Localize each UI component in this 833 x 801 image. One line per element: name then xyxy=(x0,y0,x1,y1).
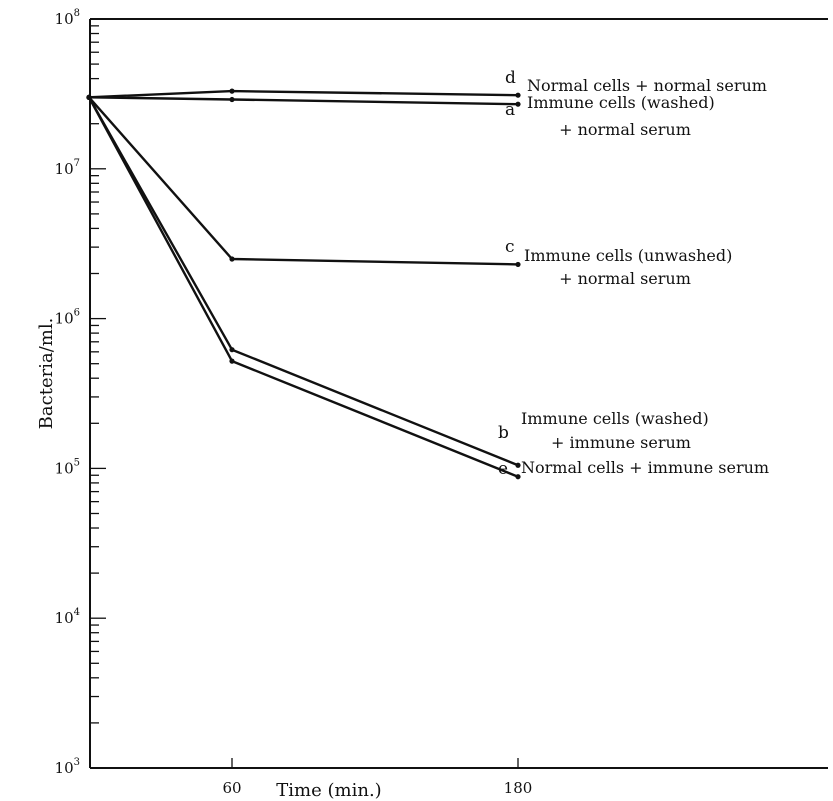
data-point-a xyxy=(229,96,235,103)
series-label-a: + normal serum xyxy=(559,120,691,139)
series-line-c xyxy=(88,96,519,266)
series-letter-d: d xyxy=(505,68,516,88)
series-label-a: Immune cells (washed) xyxy=(527,93,715,112)
y-tick-label: 108 xyxy=(55,8,80,28)
series-letter-a: a xyxy=(505,100,515,120)
y-tick-label: 105 xyxy=(55,457,80,477)
series-label-e: Normal cells + immune serum xyxy=(521,458,769,477)
series-letter-e: e xyxy=(498,459,508,479)
data-point-b xyxy=(515,462,521,468)
series-letter-b: b xyxy=(498,423,509,443)
data-point-e xyxy=(86,94,92,100)
series-group xyxy=(86,88,521,480)
y-axis-title: Bacteria/ml. xyxy=(36,318,57,430)
data-point-c xyxy=(229,256,235,262)
x-axis-title: Time (min.) xyxy=(276,780,381,801)
series-line-a xyxy=(88,96,519,106)
x-tick-label: 60 xyxy=(222,779,241,797)
series-label-c: + normal serum xyxy=(559,269,691,288)
series-label-b: + immune serum xyxy=(551,433,691,452)
series-line-e xyxy=(87,96,519,478)
data-point-c xyxy=(515,261,521,268)
series-label-c: Immune cells (unwashed) xyxy=(524,246,732,265)
data-point-d xyxy=(229,88,235,94)
y-tick-label: 106 xyxy=(55,308,80,328)
axes: 103 104 105 106 107 108 60 180 xyxy=(55,8,828,797)
data-point-b xyxy=(229,347,235,353)
series-line-b xyxy=(87,96,519,467)
data-point-e xyxy=(515,474,521,480)
y-tick-label: 107 xyxy=(55,158,80,178)
series-labels: d Normal cells + normal serum a Immune cell… xyxy=(498,68,769,479)
series-letter-c: c xyxy=(505,237,515,257)
series-label-b: Immune cells (washed) xyxy=(521,409,709,428)
data-point-e xyxy=(229,358,235,364)
data-point-d xyxy=(515,92,521,98)
series-line-d xyxy=(88,89,519,99)
series-label-d: Normal cells + normal serum xyxy=(527,76,767,95)
y-tick-label: 104 xyxy=(55,607,80,627)
x-tick-label: 180 xyxy=(504,779,533,797)
y-tick-label: 103 xyxy=(55,757,80,777)
data-point-a xyxy=(515,101,521,107)
